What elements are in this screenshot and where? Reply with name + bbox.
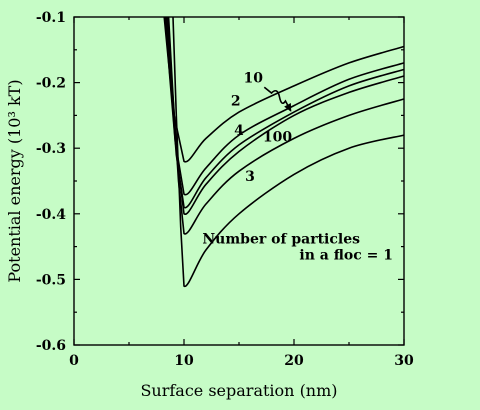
annotation-text: in a floc = 1 bbox=[299, 248, 393, 264]
y-tick-label: -0.3 bbox=[36, 141, 66, 157]
series-line-1 bbox=[172, 16, 405, 287]
y-tick-label: -0.5 bbox=[36, 272, 66, 288]
curve-label: 4 bbox=[234, 123, 244, 139]
y-axis-title: Potential energy (10³ kT) bbox=[5, 79, 24, 282]
pointer-arrowhead bbox=[284, 102, 292, 112]
series-line-100 bbox=[166, 16, 405, 215]
x-axis: 0 10 20 30 bbox=[69, 17, 414, 369]
series-line-4 bbox=[164, 16, 405, 196]
annotation-text: Number of particles bbox=[202, 231, 360, 247]
x-axis-title: Surface separation (nm) bbox=[140, 381, 337, 400]
series-line-3 bbox=[167, 16, 405, 235]
y-tick-label: -0.2 bbox=[36, 76, 66, 92]
x-tick-label: 10 bbox=[174, 353, 194, 369]
curve-label: 100 bbox=[263, 130, 292, 146]
curve-label: 3 bbox=[245, 169, 255, 185]
y-tick-label: -0.1 bbox=[36, 10, 66, 26]
plot-frame bbox=[73, 16, 405, 346]
series-line-2 bbox=[163, 16, 405, 163]
curve-label: 2 bbox=[231, 94, 241, 110]
y-axis: -0.1 -0.2 -0.3 -0.4 -0.5 -0.6 bbox=[36, 10, 404, 354]
series-group bbox=[163, 16, 405, 287]
curve-label: 10 bbox=[244, 71, 264, 87]
x-tick-label: 20 bbox=[284, 353, 304, 369]
y-tick-label: -0.6 bbox=[36, 338, 66, 354]
label-pointer bbox=[263, 86, 292, 112]
series-line-10 bbox=[165, 16, 405, 209]
x-tick-label: 30 bbox=[394, 353, 414, 369]
x-tick-label: 0 bbox=[69, 353, 79, 369]
y-tick-label: -0.4 bbox=[36, 207, 66, 223]
